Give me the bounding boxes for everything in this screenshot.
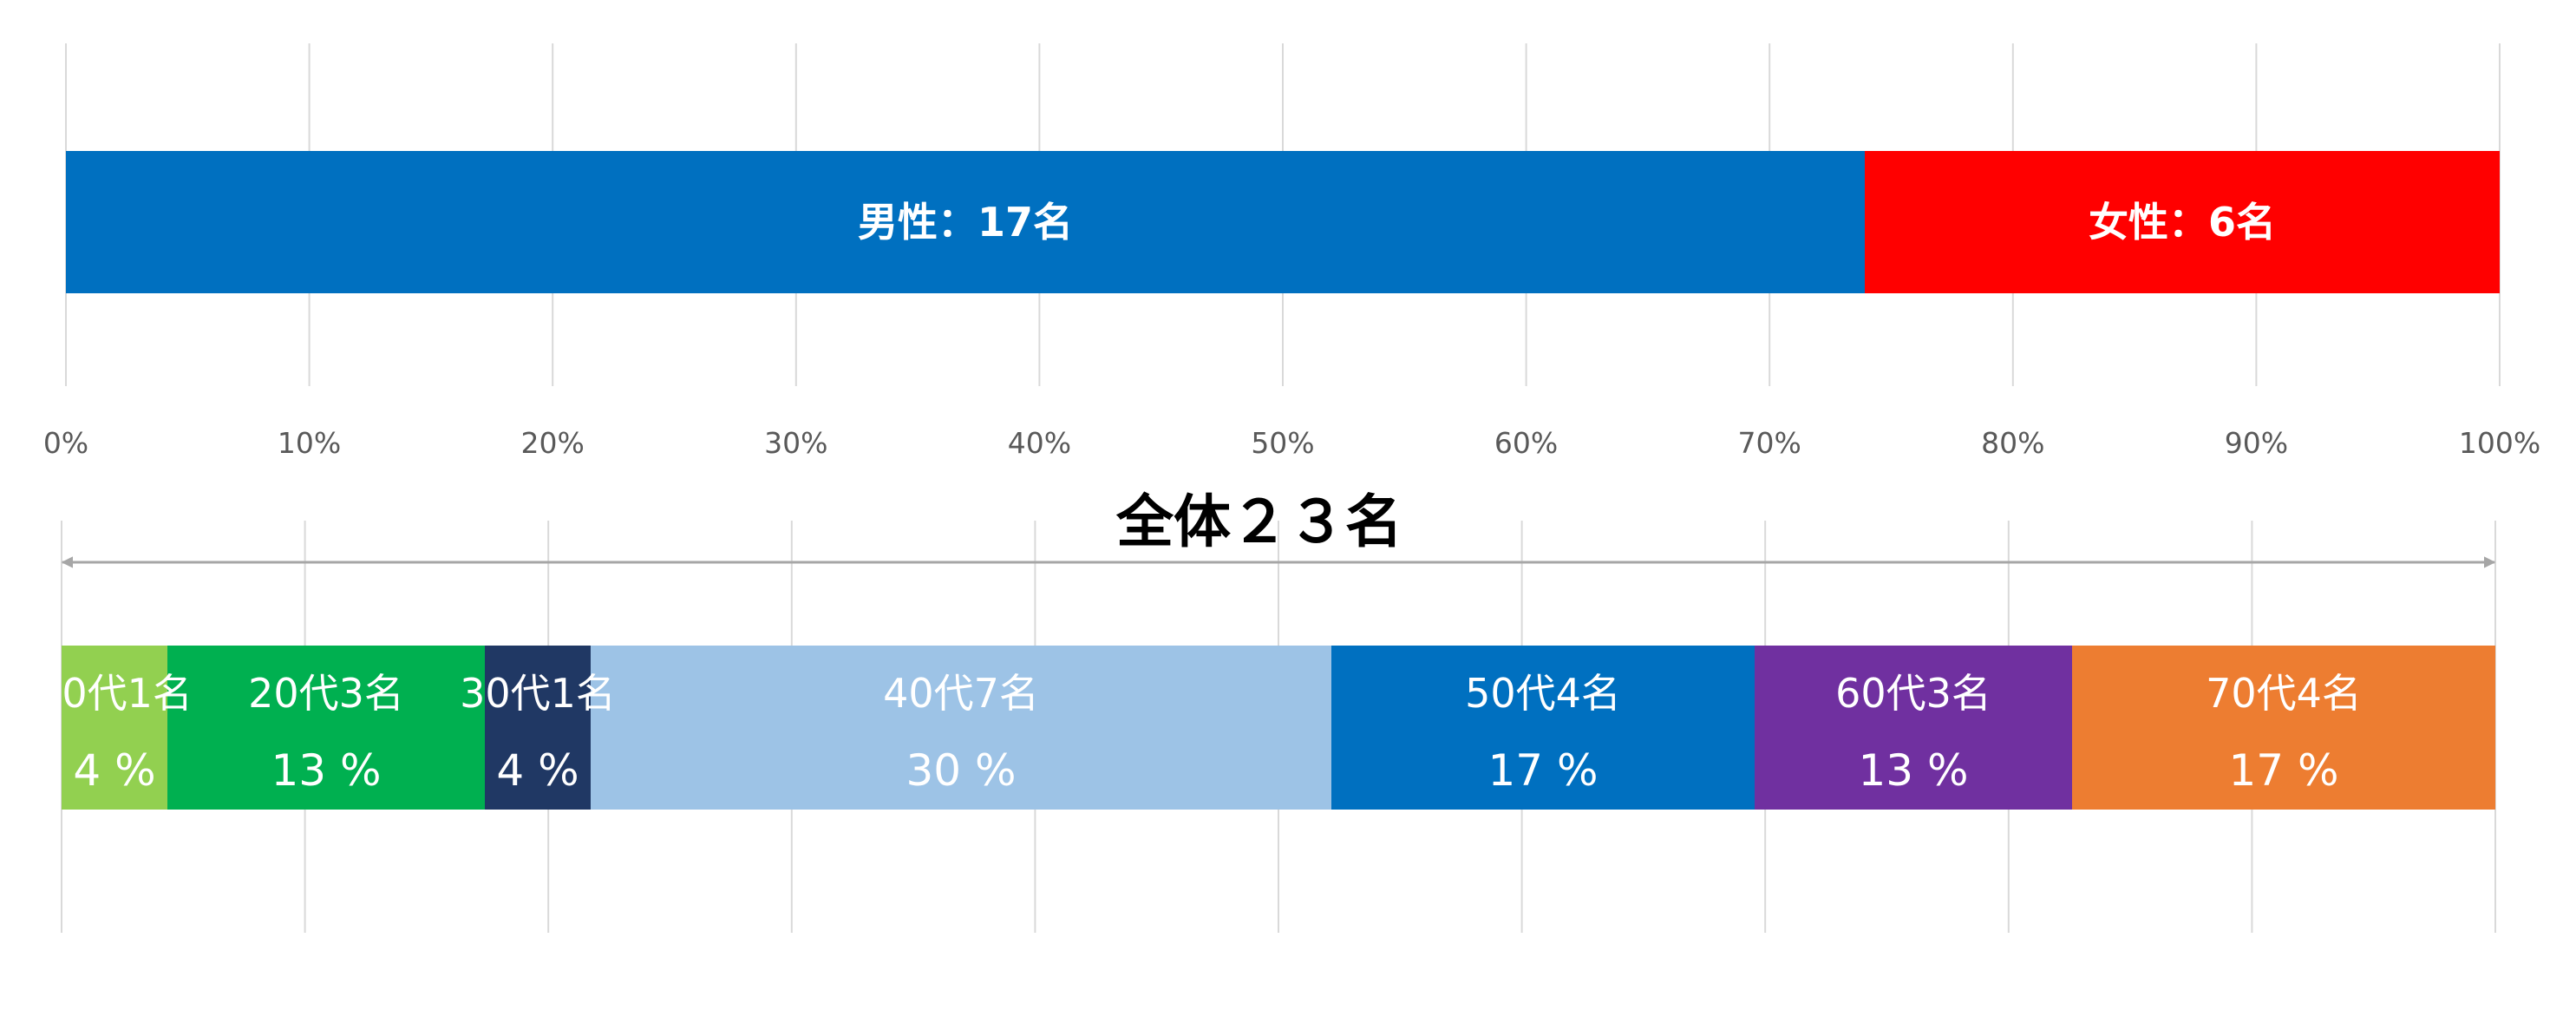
percent-label: 17 % [2228,745,2338,796]
x-tick-label: 40% [1008,426,1071,460]
percent-label: 13 % [271,745,381,796]
x-tick-label: 20% [521,426,585,460]
bar-segment [591,646,1331,810]
data-label: 20代3名 [248,670,404,717]
data-label: 40代7名 [883,670,1039,717]
bar-segment [1755,646,2072,810]
x-tick-label: 70% [1738,426,1801,460]
bar-segment [1865,151,2500,293]
gender-chart: 0% 10% 20% 30% 40% 50% 60% 70% 80% 90% 100% 男性：17名 女… [43,43,2540,460]
bar-segment [62,646,167,810]
x-tick-label: 100% [2459,426,2540,460]
x-tick-label: 0% [43,426,88,460]
bar-segment [485,646,591,810]
age-chart: 全体２３名 10代1名 4 % 20代3名 13 % 30代1名 4 % 40代7名 30 %… [36,489,2496,933]
x-tick-label: 60% [1494,426,1558,460]
data-label: 50代4名 [1465,670,1621,717]
bar-segment [1331,646,1755,810]
x-tick-label: 90% [2225,426,2288,460]
percent-label: 4 % [73,745,155,796]
percent-label: 17 % [1487,745,1598,796]
age-chart-title: 全体２３名 [1115,489,1402,555]
data-label: 70代4名 [2206,670,2362,717]
percent-label: 13 % [1858,745,1968,796]
data-label: 10代1名 [36,670,193,717]
percent-label: 4 % [496,745,579,796]
x-tick-label: 80% [1981,426,2044,460]
data-label: 30代1名 [460,670,616,717]
bar-segment [66,151,1865,293]
data-label: 女性：6名 [2089,199,2276,246]
bar-segment [167,646,485,810]
bar-segment [2072,646,2495,810]
percent-label: 30 % [906,745,1016,796]
x-tick-label: 30% [764,426,827,460]
x-tick-label: 50% [1251,426,1314,460]
data-label: 男性：17名 [858,199,1073,246]
data-label: 60代3名 [1835,670,1991,717]
x-tick-label: 10% [278,426,341,460]
